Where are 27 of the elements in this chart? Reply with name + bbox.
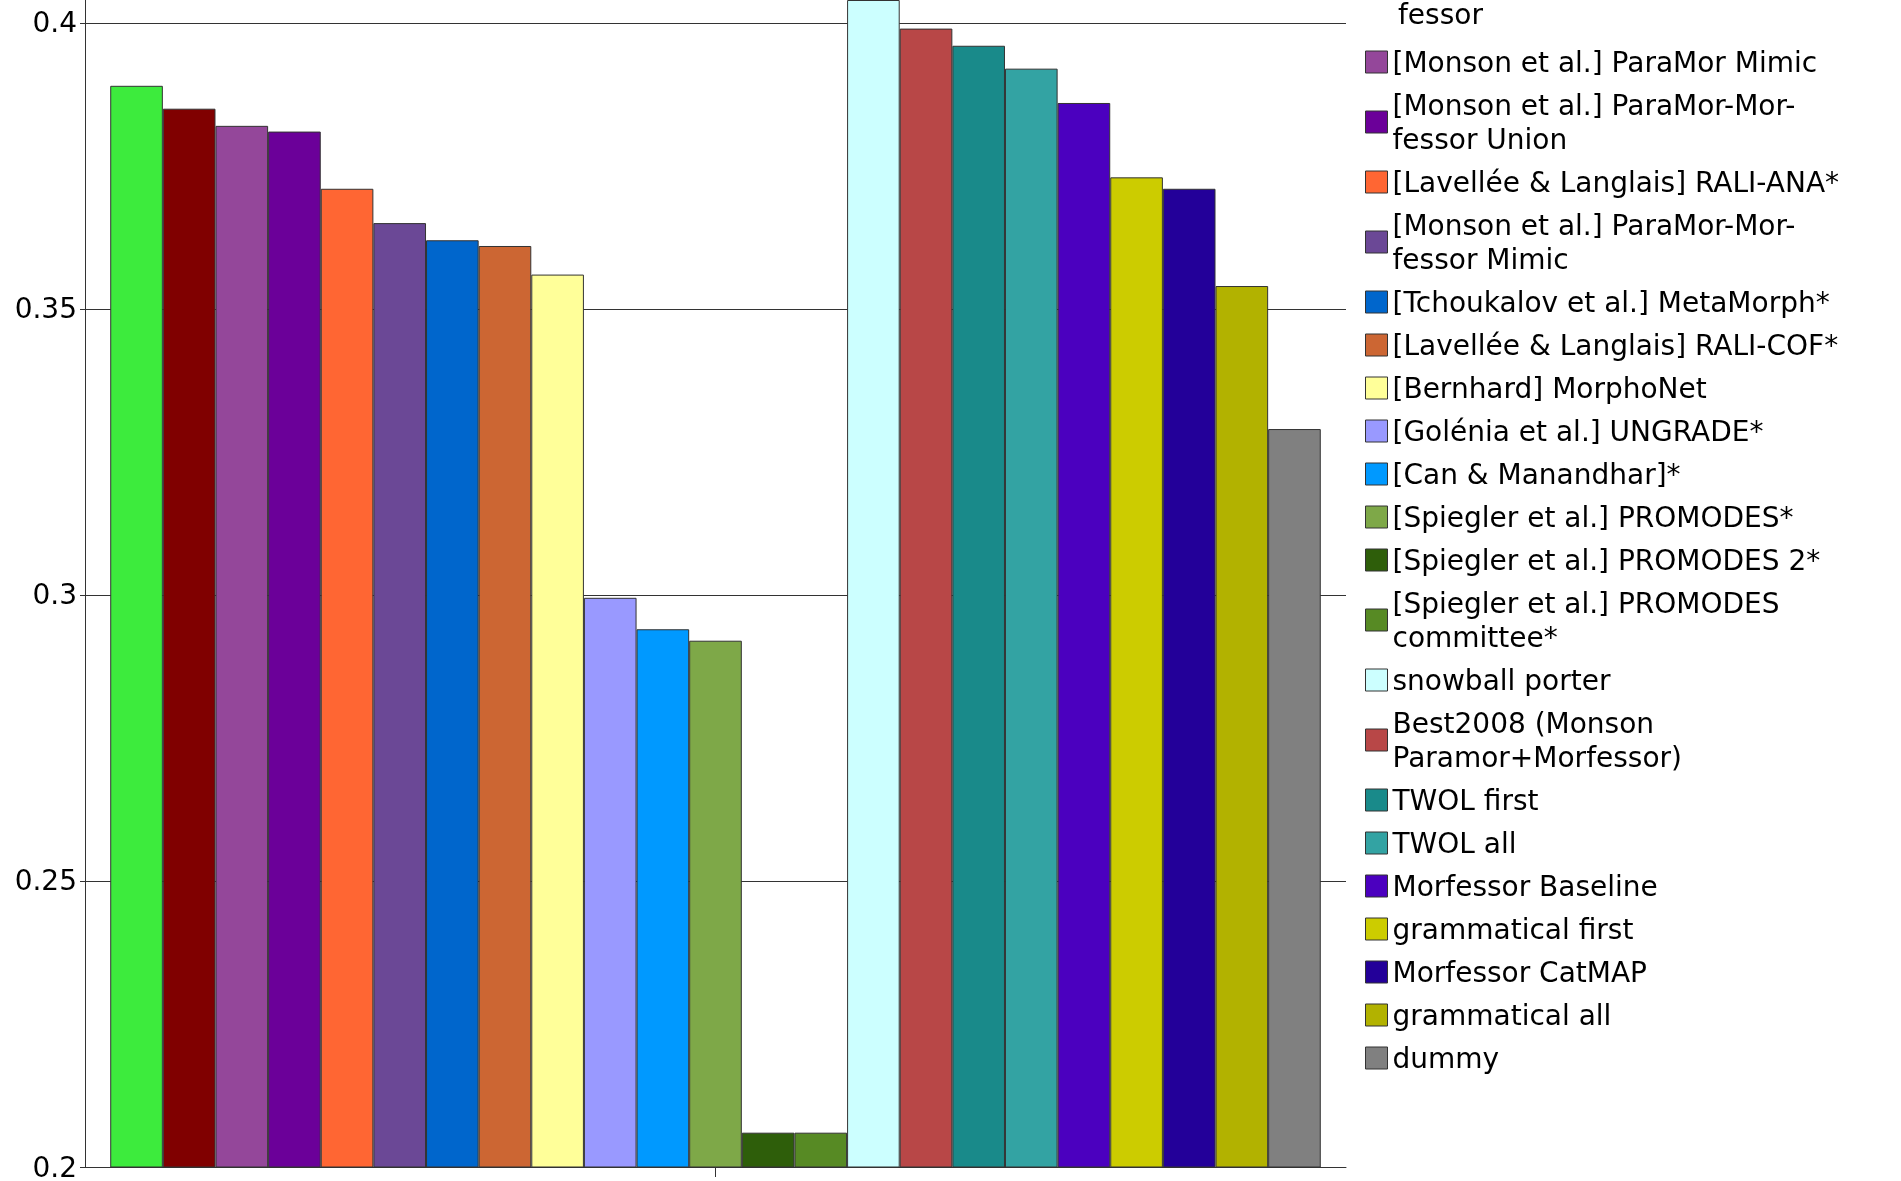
legend-label: grammatical all bbox=[1392, 998, 1612, 1032]
legend-label: dummy bbox=[1392, 1041, 1500, 1075]
legend-label: Morfessor CatMAP bbox=[1392, 955, 1647, 989]
y-tick-label: 0.3 bbox=[32, 578, 77, 612]
legend-label: [Lavellée & Langlais] RALI-ANA* bbox=[1392, 165, 1840, 199]
text: fessor bbox=[1398, 0, 1484, 31]
legend-label: grammatical first bbox=[1392, 912, 1634, 946]
legend-label: [Spiegler et al.] PROMODES* bbox=[1392, 500, 1794, 534]
y-tick-label: 0.4 bbox=[32, 6, 77, 40]
legend-label: [Lavellée & Langlais] RALI-COF* bbox=[1392, 328, 1839, 362]
legend-label: Morfessor Baseline bbox=[1392, 869, 1658, 903]
legend-label: [Monson et al.] ParaMor-Mor- fessor Union bbox=[1392, 88, 1796, 156]
y-tick-label: 0.2 bbox=[32, 1150, 77, 1181]
legend-label: [Bernhard] MorphoNet bbox=[1392, 371, 1707, 405]
legend-label: [Golénia et al.] UNGRADE* bbox=[1392, 414, 1764, 448]
y-tick-label: 0.35 bbox=[14, 292, 77, 326]
legend-label: [Tchoukalov et al.] MetaMorph* bbox=[1392, 285, 1830, 319]
legend-label: [Spiegler et al.] PROMODES committee* bbox=[1392, 586, 1780, 654]
legend-label: [Monson et al.] ParaMor Mimic bbox=[1392, 45, 1818, 79]
legend-label: [Spiegler et al.] PROMODES 2* bbox=[1392, 543, 1821, 577]
legend-label: [Can & Manandhar]* bbox=[1392, 457, 1681, 491]
y-tick-label: 0.25 bbox=[14, 864, 77, 898]
legend-label: [Monson et al.] ParaMor-Mor- fessor Mimic bbox=[1392, 208, 1796, 276]
legend-label: Best2008 (Monson Paramor+Morfessor) bbox=[1392, 706, 1682, 774]
legend-label: TWOL all bbox=[1391, 826, 1517, 860]
legend-label: TWOL first bbox=[1391, 783, 1539, 817]
legend-label: snowball porter bbox=[1392, 663, 1611, 697]
